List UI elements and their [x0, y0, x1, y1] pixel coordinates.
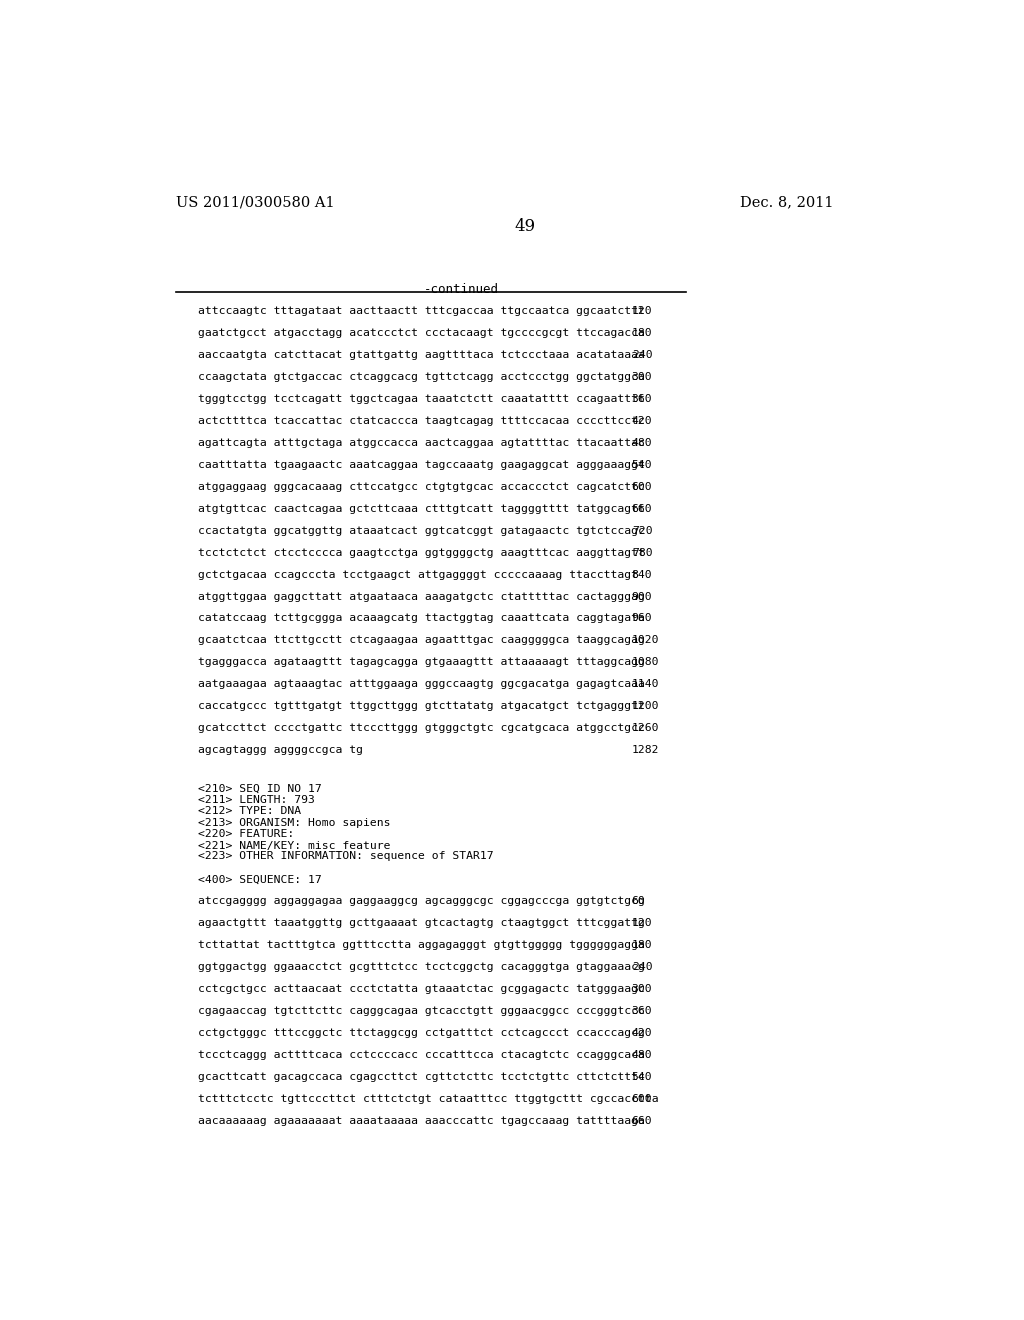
Text: tccctcaggg acttttcaca cctccccacc cccatttcca ctacagtctc ccagggcaca: tccctcaggg acttttcaca cctccccacc cccattt… — [198, 1049, 645, 1060]
Text: 660: 660 — [632, 504, 652, 513]
Text: tcctctctct ctcctcccca gaagtcctga ggtggggctg aaagtttcac aaggttagtt: tcctctctct ctcctcccca gaagtcctga ggtgggg… — [198, 548, 645, 557]
Text: 780: 780 — [632, 548, 652, 557]
Text: tctttctcctc tgttcccttct ctttctctgt cataatttcc ttggtgcttt cgccacctta: tctttctcctc tgttcccttct ctttctctgt cataa… — [198, 1093, 658, 1104]
Text: atccgagggg aggaggagaa gaggaaggcg agcagggcgc cggagcccga ggtgtctgcg: atccgagggg aggaggagaa gaggaaggcg agcaggg… — [198, 896, 645, 906]
Text: 900: 900 — [632, 591, 652, 602]
Text: attccaagtc tttagataat aacttaactt tttcgaccaa ttgccaatca ggcaatcttt: attccaagtc tttagataat aacttaactt tttcgac… — [198, 306, 645, 317]
Text: 480: 480 — [632, 438, 652, 447]
Text: 420: 420 — [632, 416, 652, 426]
Text: gcatccttct cccctgattc ttcccttggg gtgggctgtc cgcatgcaca atggcctgcc: gcatccttct cccctgattc ttcccttggg gtgggct… — [198, 723, 645, 733]
Text: cctcgctgcc acttaacaat ccctctatta gtaaatctac gcggagactc tatgggaagc: cctcgctgcc acttaacaat ccctctatta gtaaatc… — [198, 983, 645, 994]
Text: <210> SEQ ID NO 17: <210> SEQ ID NO 17 — [198, 784, 322, 795]
Text: US 2011/0300580 A1: US 2011/0300580 A1 — [176, 195, 335, 210]
Text: 720: 720 — [632, 525, 652, 536]
Text: 1080: 1080 — [632, 657, 659, 668]
Text: <211> LENGTH: 793: <211> LENGTH: 793 — [198, 795, 314, 805]
Text: 960: 960 — [632, 614, 652, 623]
Text: caccatgccc tgtttgatgt ttggcttggg gtcttatatg atgacatgct tctgagggtt: caccatgccc tgtttgatgt ttggcttggg gtcttat… — [198, 701, 645, 711]
Text: gcacttcatt gacagccaca cgagccttct cgttctcttc tcctctgttc cttctctttc: gcacttcatt gacagccaca cgagccttct cgttctc… — [198, 1072, 645, 1081]
Text: gcaatctcaa ttcttgcctt ctcagaagaa agaatttgac caagggggca taaggcagag: gcaatctcaa ttcttgcctt ctcagaagaa agaattt… — [198, 635, 645, 645]
Text: tgagggacca agataagttt tagagcagga gtgaaagttt attaaaaagt tttaggcagg: tgagggacca agataagttt tagagcagga gtgaaag… — [198, 657, 645, 668]
Text: 360: 360 — [632, 395, 652, 404]
Text: actcttttca tcaccattac ctatcaccca taagtcagag ttttccacaa ccccttcctc: actcttttca tcaccattac ctatcaccca taagtca… — [198, 416, 645, 426]
Text: 1260: 1260 — [632, 723, 659, 733]
Text: atgtgttcac caactcagaa gctcttcaaa ctttgtcatt taggggtttt tatggcagtt: atgtgttcac caactcagaa gctcttcaaa ctttgtc… — [198, 504, 645, 513]
Text: 300: 300 — [632, 983, 652, 994]
Text: atggttggaa gaggcttatt atgaataaca aaagatgctc ctatttttac cactagggag: atggttggaa gaggcttatt atgaataaca aaagatg… — [198, 591, 645, 602]
Text: aacaaaaaag agaaaaaaat aaaataaaaa aaacccattc tgagccaaag tattttaaga: aacaaaaaag agaaaaaaat aaaataaaaa aaaccca… — [198, 1115, 645, 1126]
Text: gaatctgcct atgacctagg acatccctct ccctacaagt tgccccgcgt ttccagacca: gaatctgcct atgacctagg acatccctct ccctaca… — [198, 329, 645, 338]
Text: 600: 600 — [632, 1093, 652, 1104]
Text: 240: 240 — [632, 962, 652, 972]
Text: 120: 120 — [632, 917, 652, 928]
Text: Dec. 8, 2011: Dec. 8, 2011 — [740, 195, 834, 210]
Text: <400> SEQUENCE: 17: <400> SEQUENCE: 17 — [198, 875, 322, 884]
Text: 1140: 1140 — [632, 680, 659, 689]
Text: 840: 840 — [632, 570, 652, 579]
Text: 540: 540 — [632, 1072, 652, 1081]
Text: <220> FEATURE:: <220> FEATURE: — [198, 829, 294, 838]
Text: cgagaaccag tgtcttcttc cagggcagaa gtcacctgtt gggaacggcc cccgggtccc: cgagaaccag tgtcttcttc cagggcagaa gtcacct… — [198, 1006, 645, 1016]
Text: <213> ORGANISM: Homo sapiens: <213> ORGANISM: Homo sapiens — [198, 817, 390, 828]
Text: 49: 49 — [514, 218, 536, 235]
Text: 120: 120 — [632, 306, 652, 317]
Text: aaccaatgta catcttacat gtattgattg aagttttaca tctccctaaa acatataaaa: aaccaatgta catcttacat gtattgattg aagtttt… — [198, 350, 645, 360]
Text: 420: 420 — [632, 1028, 652, 1038]
Text: -continued: -continued — [424, 284, 499, 296]
Text: agattcagta atttgctaga atggccacca aactcaggaa agtattttac ttacaattac: agattcagta atttgctaga atggccacca aactcag… — [198, 438, 645, 447]
Text: 240: 240 — [632, 350, 652, 360]
Text: catatccaag tcttgcggga acaaagcatg ttactggtag caaattcata caggtagata: catatccaag tcttgcggga acaaagcatg ttactgg… — [198, 614, 645, 623]
Text: <221> NAME/KEY: misc_feature: <221> NAME/KEY: misc_feature — [198, 840, 390, 851]
Text: tcttattat tactttgtca ggtttcctta aggagagggt gtgttggggg tggggggagga: tcttattat tactttgtca ggtttcctta aggagagg… — [198, 940, 645, 950]
Text: 480: 480 — [632, 1049, 652, 1060]
Text: ccactatgta ggcatggttg ataaatcact ggtcatcggt gatagaactc tgtctccagc: ccactatgta ggcatggttg ataaatcact ggtcatc… — [198, 525, 645, 536]
Text: 660: 660 — [632, 1115, 652, 1126]
Text: 300: 300 — [632, 372, 652, 381]
Text: 1282: 1282 — [632, 744, 659, 755]
Text: <223> OTHER INFORMATION: sequence of STAR17: <223> OTHER INFORMATION: sequence of STA… — [198, 851, 494, 861]
Text: 180: 180 — [632, 329, 652, 338]
Text: 1020: 1020 — [632, 635, 659, 645]
Text: agaactgttt taaatggttg gcttgaaaat gtcactagtg ctaagtggct tttcggattg: agaactgttt taaatggttg gcttgaaaat gtcacta… — [198, 917, 645, 928]
Text: ggtggactgg ggaaacctct gcgtttctcc tcctcggctg cacagggtga gtaggaaacg: ggtggactgg ggaaacctct gcgtttctcc tcctcgg… — [198, 962, 645, 972]
Text: 180: 180 — [632, 940, 652, 950]
Text: 1200: 1200 — [632, 701, 659, 711]
Text: 360: 360 — [632, 1006, 652, 1016]
Text: gctctgacaa ccagcccta tcctgaagct attgaggggt cccccaaaag ttaccttagt: gctctgacaa ccagcccta tcctgaagct attgaggg… — [198, 570, 638, 579]
Text: 60: 60 — [632, 896, 645, 906]
Text: aatgaaagaa agtaaagtac atttggaaga gggccaagtg ggcgacatga gagagtcaaa: aatgaaagaa agtaaagtac atttggaaga gggccaa… — [198, 680, 645, 689]
Text: agcagtaggg aggggccgca tg: agcagtaggg aggggccgca tg — [198, 744, 362, 755]
Text: tgggtcctgg tcctcagatt tggctcagaa taaatctctt caaatatttt ccagaatttt: tgggtcctgg tcctcagatt tggctcagaa taaatct… — [198, 395, 645, 404]
Text: 540: 540 — [632, 459, 652, 470]
Text: atggaggaag gggcacaaag cttccatgcc ctgtgtgcac accaccctct cagcatcttc: atggaggaag gggcacaaag cttccatgcc ctgtgtg… — [198, 482, 645, 492]
Text: cctgctgggc tttccggctc ttctaggcgg cctgatttct cctcagccct ccacccagcg: cctgctgggc tttccggctc ttctaggcgg cctgatt… — [198, 1028, 645, 1038]
Text: ccaagctata gtctgaccac ctcaggcacg tgttctcagg acctccctgg ggctatggca: ccaagctata gtctgaccac ctcaggcacg tgttctc… — [198, 372, 645, 381]
Text: 600: 600 — [632, 482, 652, 492]
Text: <212> TYPE: DNA: <212> TYPE: DNA — [198, 807, 301, 816]
Text: caatttatta tgaagaactc aaatcaggaa tagccaaatg gaagaggcat agggaaaggt: caatttatta tgaagaactc aaatcaggaa tagccaa… — [198, 459, 645, 470]
